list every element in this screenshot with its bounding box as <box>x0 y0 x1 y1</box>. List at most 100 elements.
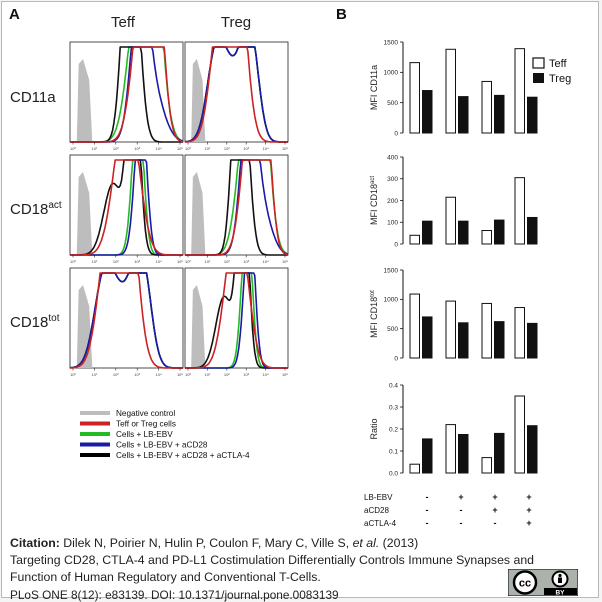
treatment-cell: - <box>426 518 429 528</box>
histogram-cd18tot-treg: 10⁰ 10¹ 10² 10³ 10⁴ 10⁵ <box>184 267 289 377</box>
histogram-axis-tick-label: 10⁵ <box>177 259 183 264</box>
bar-chart-cd18tot: 0 500 1000 1500 MFI CD18tot <box>369 267 538 362</box>
treatment-table: LB-EBV - + + + aCD28 - - + + aCTLA-4 - - - + <box>364 492 532 528</box>
y-tick-label: 0 <box>394 355 398 362</box>
histogram-axis-tick-label: 10⁰ <box>70 146 76 151</box>
histogram-cd18tot-teff: 10⁰ 10¹ 10² 10³ 10⁴ 10⁵ <box>69 267 184 377</box>
y-axis-label-superscript: tot <box>370 290 376 297</box>
panel-b-letter: B <box>336 6 347 23</box>
histogram-curve <box>69 272 183 369</box>
bar-teff <box>409 234 420 245</box>
by-label: BY <box>555 589 565 596</box>
treatment-cell: - <box>494 518 497 528</box>
treatment-cell: + <box>458 492 463 502</box>
y-tick-label: 0 <box>394 241 398 248</box>
bar-teff <box>481 302 492 359</box>
y-tick-label: 200 <box>387 198 398 205</box>
histogram-axis-tick-label: 10¹ <box>205 146 211 151</box>
bar-teff <box>481 230 492 245</box>
legend-label: Cells + LB-EBV + aCD28 + aCTLA-4 <box>116 451 250 460</box>
legend-label: Negative control <box>116 409 175 418</box>
y-tick-label: 0.3 <box>389 404 398 411</box>
bar-treg <box>494 94 505 134</box>
cc-by-license-badge[interactable]: cc BY <box>508 569 578 596</box>
y-tick-label: 0.4 <box>389 382 398 389</box>
histogram-axis-tick-label: 10⁴ <box>263 146 269 151</box>
bar-treg <box>422 316 433 359</box>
y-tick-label: 300 <box>387 176 398 183</box>
by-person-icon <box>551 570 569 588</box>
histogram-curve <box>185 46 288 143</box>
bar-legend-teff-label: Teff <box>549 58 567 70</box>
bar-teff <box>514 48 525 134</box>
cc-icon-text: cc <box>519 578 531 590</box>
bar-treg <box>422 90 433 134</box>
bar-legend-teff-swatch <box>532 57 545 69</box>
histogram-axis-tick-label: 10⁰ <box>70 372 76 377</box>
histogram-cd11a-treg: 10⁰ 10¹ 10² 10³ 10⁴ 10⁵ <box>184 41 289 151</box>
bar-chart-cd18act: 0 100 200 300 400 MFI CD18act <box>369 154 538 248</box>
negative-control-histogram <box>76 59 93 142</box>
histogram-axis-tick-label: 10² <box>113 372 119 377</box>
legend-swatch <box>80 453 110 457</box>
legend-swatch <box>80 432 110 436</box>
bar-teff <box>445 196 456 245</box>
y-tick-label: 1500 <box>384 267 399 274</box>
y-axis-label: MFI CD18tot <box>369 290 379 338</box>
bar-treg <box>527 96 538 134</box>
histogram-axis-tick-label: 10⁰ <box>185 146 191 151</box>
row-label-cd11a: CD11a <box>10 89 56 106</box>
citation-authors: Dilek N, Poirier N, Hulin P, Coulon F, M… <box>59 536 353 550</box>
histogram-axis-tick-label: 10⁵ <box>282 259 288 264</box>
histogram-axis-tick-label: 10³ <box>134 372 140 377</box>
treatment-cell: + <box>526 505 531 515</box>
histogram-axis-tick-label: 10¹ <box>205 372 211 377</box>
histogram-curve <box>184 46 288 143</box>
legend-swatch <box>80 411 110 415</box>
histogram-cd18act-teff: 10⁰ 10¹ 10² 10³ 10⁴ 10⁵ <box>69 154 184 264</box>
y-tick-label: 500 <box>387 100 398 107</box>
histogram-axis-tick-label: 10¹ <box>92 146 98 151</box>
bar-teff <box>409 463 420 474</box>
treatment-cell: - <box>426 505 429 515</box>
legend-label: Teff or Treg cells <box>116 420 176 429</box>
histogram-axis-tick-label: 10⁵ <box>282 146 288 151</box>
y-tick-label: 1500 <box>384 39 399 46</box>
histogram-axis-tick-label: 10² <box>224 372 230 377</box>
bar-treg <box>527 216 538 245</box>
histogram-axis-tick-label: 10⁴ <box>156 372 162 377</box>
histogram-curve <box>70 159 183 256</box>
histogram-curve <box>185 159 289 256</box>
bar-treg <box>458 220 469 245</box>
bar-teff <box>514 395 525 474</box>
y-tick-label: 500 <box>387 326 398 333</box>
y-axis-label: Ratio <box>369 418 379 439</box>
treatment-cell: + <box>492 505 497 515</box>
histogram-axis-tick-label: 10² <box>224 259 230 264</box>
bar-treg <box>458 96 469 134</box>
y-tick-label: 100 <box>387 220 398 227</box>
legend-label: Cells + LB-EBV + aCD28 <box>116 441 208 450</box>
y-tick-label: 0 <box>394 130 398 137</box>
y-axis-label: MFI CD11a <box>369 65 379 110</box>
histogram-axis-tick-label: 10² <box>224 146 230 151</box>
citation-line-1: Citation: Dilek N, Poirier N, Hulin P, C… <box>10 536 418 550</box>
treatment-cell: - <box>460 518 463 528</box>
citation-source: PLoS ONE 8(12): e83139. DOI: 10.1371/jou… <box>10 588 339 602</box>
treatment-row-label: aCTLA-4 <box>364 519 397 528</box>
histogram-axis-tick-label: 10⁵ <box>177 372 183 377</box>
bar-treg <box>494 219 505 245</box>
histogram-axis-tick-label: 10² <box>113 259 119 264</box>
y-axis-label-base: MFI CD11a <box>369 65 379 110</box>
y-tick-label: 0.1 <box>389 448 398 455</box>
bar-treg <box>422 220 433 245</box>
y-tick-label: 1000 <box>384 297 399 304</box>
bar-treg <box>422 438 433 474</box>
histogram-curve <box>70 272 183 369</box>
y-axis-label-base: MFI CD18 <box>369 184 379 225</box>
histogram-axis-tick-label: 10⁴ <box>156 146 162 151</box>
y-axis-label-superscript: act <box>370 176 376 184</box>
y-tick-label: 1000 <box>384 70 399 77</box>
